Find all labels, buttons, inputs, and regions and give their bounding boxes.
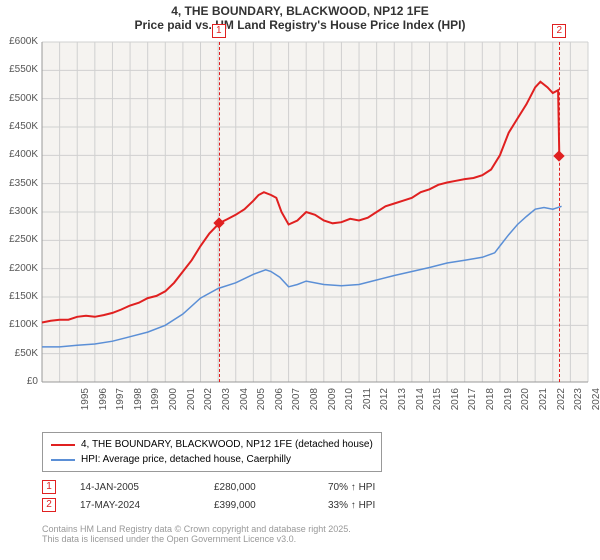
legend-label: HPI: Average price, detached house, Caer… [81,454,291,465]
transaction-delta: 33% ↑ HPI [328,500,375,511]
y-tick-label: £150K [0,291,38,302]
transaction-marker: 1 [42,480,56,494]
footer-line1: Contains HM Land Registry data © Crown c… [42,524,351,534]
transaction-date: 14-JAN-2005 [80,482,190,493]
legend-item: 4, THE BOUNDARY, BLACKWOOD, NP12 1FE (de… [51,437,373,452]
y-tick-label: £250K [0,234,38,245]
x-tick-label: 1997 [115,388,126,428]
y-tick-label: £600K [0,36,38,47]
transaction-row: 1 14-JAN-2005 £280,000 70% ↑ HPI [42,478,375,496]
x-tick-label: 2013 [397,388,408,428]
y-tick-label: £550K [0,64,38,75]
x-tick-label: 2016 [450,388,461,428]
x-tick-label: 2003 [221,388,232,428]
x-tick-label: 1996 [98,388,109,428]
x-tick-label: 2002 [203,388,214,428]
x-tick-label: 2015 [432,388,443,428]
transactions-table: 1 14-JAN-2005 £280,000 70% ↑ HPI 2 17-MAY-202… [42,478,375,514]
x-tick-label: 1999 [150,388,161,428]
x-tick-label: 2012 [379,388,390,428]
x-tick-label: 2014 [415,388,426,428]
legend-swatch [51,444,75,446]
x-tick-label: 2024 [591,388,600,428]
x-tick-label: 2005 [256,388,267,428]
marker-number: 1 [212,24,226,38]
x-tick-label: 2001 [186,388,197,428]
y-tick-label: £350K [0,178,38,189]
x-tick-label: 2017 [467,388,478,428]
transaction-marker: 2 [42,498,56,512]
x-tick-label: 2000 [168,388,179,428]
x-tick-label: 2022 [556,388,567,428]
transaction-delta: 70% ↑ HPI [328,482,375,493]
x-tick-label: 2023 [573,388,584,428]
x-tick-label: 2008 [309,388,320,428]
chart-lines [0,0,600,560]
y-tick-label: £400K [0,149,38,160]
x-tick-label: 1995 [80,388,91,428]
x-tick-label: 2004 [239,388,250,428]
x-tick-label: 2018 [485,388,496,428]
x-tick-label: 2011 [362,388,373,428]
footer-line2: This data is licensed under the Open Gov… [42,534,351,544]
x-tick-label: 2007 [291,388,302,428]
x-tick-label: 2019 [503,388,514,428]
transaction-price: £399,000 [214,500,304,511]
legend-swatch [51,459,75,461]
legend-label: 4, THE BOUNDARY, BLACKWOOD, NP12 1FE (de… [81,439,373,450]
y-tick-label: £450K [0,121,38,132]
y-tick-label: £100K [0,319,38,330]
marker-line [559,42,560,382]
y-tick-label: £200K [0,263,38,274]
x-tick-label: 2020 [520,388,531,428]
x-tick-label: 2006 [274,388,285,428]
y-tick-label: £300K [0,206,38,217]
marker-number: 2 [552,24,566,38]
transaction-price: £280,000 [214,482,304,493]
marker-line [219,42,220,382]
y-tick-label: £50K [0,348,38,359]
legend-item: HPI: Average price, detached house, Caer… [51,452,373,467]
y-tick-label: £0 [0,376,38,387]
footer-attribution: Contains HM Land Registry data © Crown c… [42,524,351,544]
transaction-row: 2 17-MAY-2024 £399,000 33% ↑ HPI [42,496,375,514]
legend: 4, THE BOUNDARY, BLACKWOOD, NP12 1FE (de… [42,432,382,472]
y-tick-label: £500K [0,93,38,104]
x-tick-label: 2021 [538,388,549,428]
x-tick-label: 2010 [344,388,355,428]
chart-container: 4, THE BOUNDARY, BLACKWOOD, NP12 1FE Pri… [0,0,600,560]
x-tick-label: 2009 [327,388,338,428]
transaction-date: 17-MAY-2024 [80,500,190,511]
x-tick-label: 1998 [133,388,144,428]
